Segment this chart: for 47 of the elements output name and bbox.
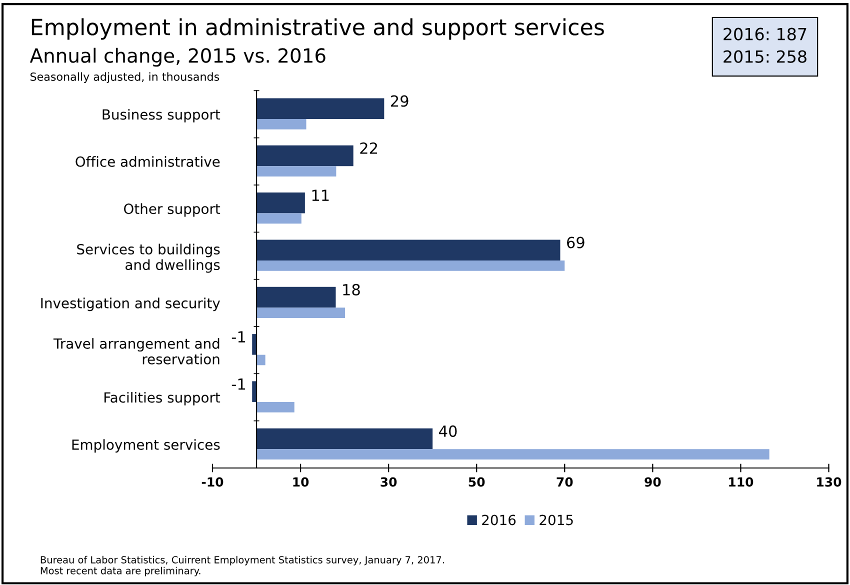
bar bbox=[256, 286, 336, 308]
data-label: 29 bbox=[391, 95, 408, 107]
bar bbox=[256, 428, 433, 450]
x-axis-title: Seasonally adjusted, in thousands bbox=[30, 72, 220, 84]
bar bbox=[256, 213, 302, 224]
data-label: -1 bbox=[232, 331, 245, 342]
x-tick-label: 130 bbox=[817, 477, 842, 487]
y-tick-label: Investigation and security bbox=[41, 298, 220, 312]
data-label: 11 bbox=[312, 190, 329, 201]
bar bbox=[256, 145, 354, 166]
y-tick-label: Other support bbox=[124, 203, 220, 217]
y-tick-label: Services to buildings and dwellings bbox=[77, 244, 220, 273]
y-tick-label: Office administrative bbox=[76, 156, 220, 167]
bar bbox=[256, 354, 266, 366]
bar bbox=[256, 192, 305, 214]
x-tick-label: 110 bbox=[729, 477, 754, 487]
x-tick-label: -10 bbox=[202, 477, 224, 487]
bar bbox=[256, 402, 294, 412]
chart-title: Employment in administrative and support services bbox=[32, 18, 604, 40]
x-tick-label: 50 bbox=[468, 477, 485, 487]
data-label: 69 bbox=[567, 236, 584, 248]
bar bbox=[252, 381, 257, 402]
bar bbox=[256, 260, 565, 271]
x-tick-label: 10 bbox=[293, 477, 309, 487]
bar bbox=[256, 98, 384, 119]
chart-subtitle: Annual change, 2015 vs. 2016 bbox=[30, 48, 326, 67]
y-tick-label: Travel arrangement and reservation bbox=[53, 338, 220, 364]
data-label: 22 bbox=[360, 142, 377, 154]
data-label: 18 bbox=[343, 284, 360, 296]
y-tick-label: Employment services bbox=[72, 439, 220, 453]
data-label: -1 bbox=[232, 378, 245, 390]
y-tick-label: Business support bbox=[102, 108, 220, 122]
x-tick-label: 70 bbox=[556, 477, 573, 487]
legend-label: 2015 bbox=[540, 514, 573, 526]
y-tick-label: Facilities support bbox=[104, 392, 220, 406]
bar bbox=[252, 334, 257, 355]
bar bbox=[256, 449, 770, 460]
legend-label: 2016 bbox=[482, 514, 516, 526]
bar bbox=[256, 118, 306, 130]
bar bbox=[256, 166, 336, 177]
x-tick-label: 90 bbox=[644, 477, 661, 487]
text: Bureau of Labor Statistics, Cuirrent Employment Statistics survey, January 7, 2017. Most recent data are preliminary. bbox=[40, 556, 444, 576]
bar bbox=[256, 240, 560, 260]
bar bbox=[256, 308, 345, 318]
data-label: 40 bbox=[439, 425, 457, 437]
x-tick-label: 30 bbox=[380, 477, 397, 487]
text: 2016: 187 2015: 258 bbox=[724, 28, 806, 63]
